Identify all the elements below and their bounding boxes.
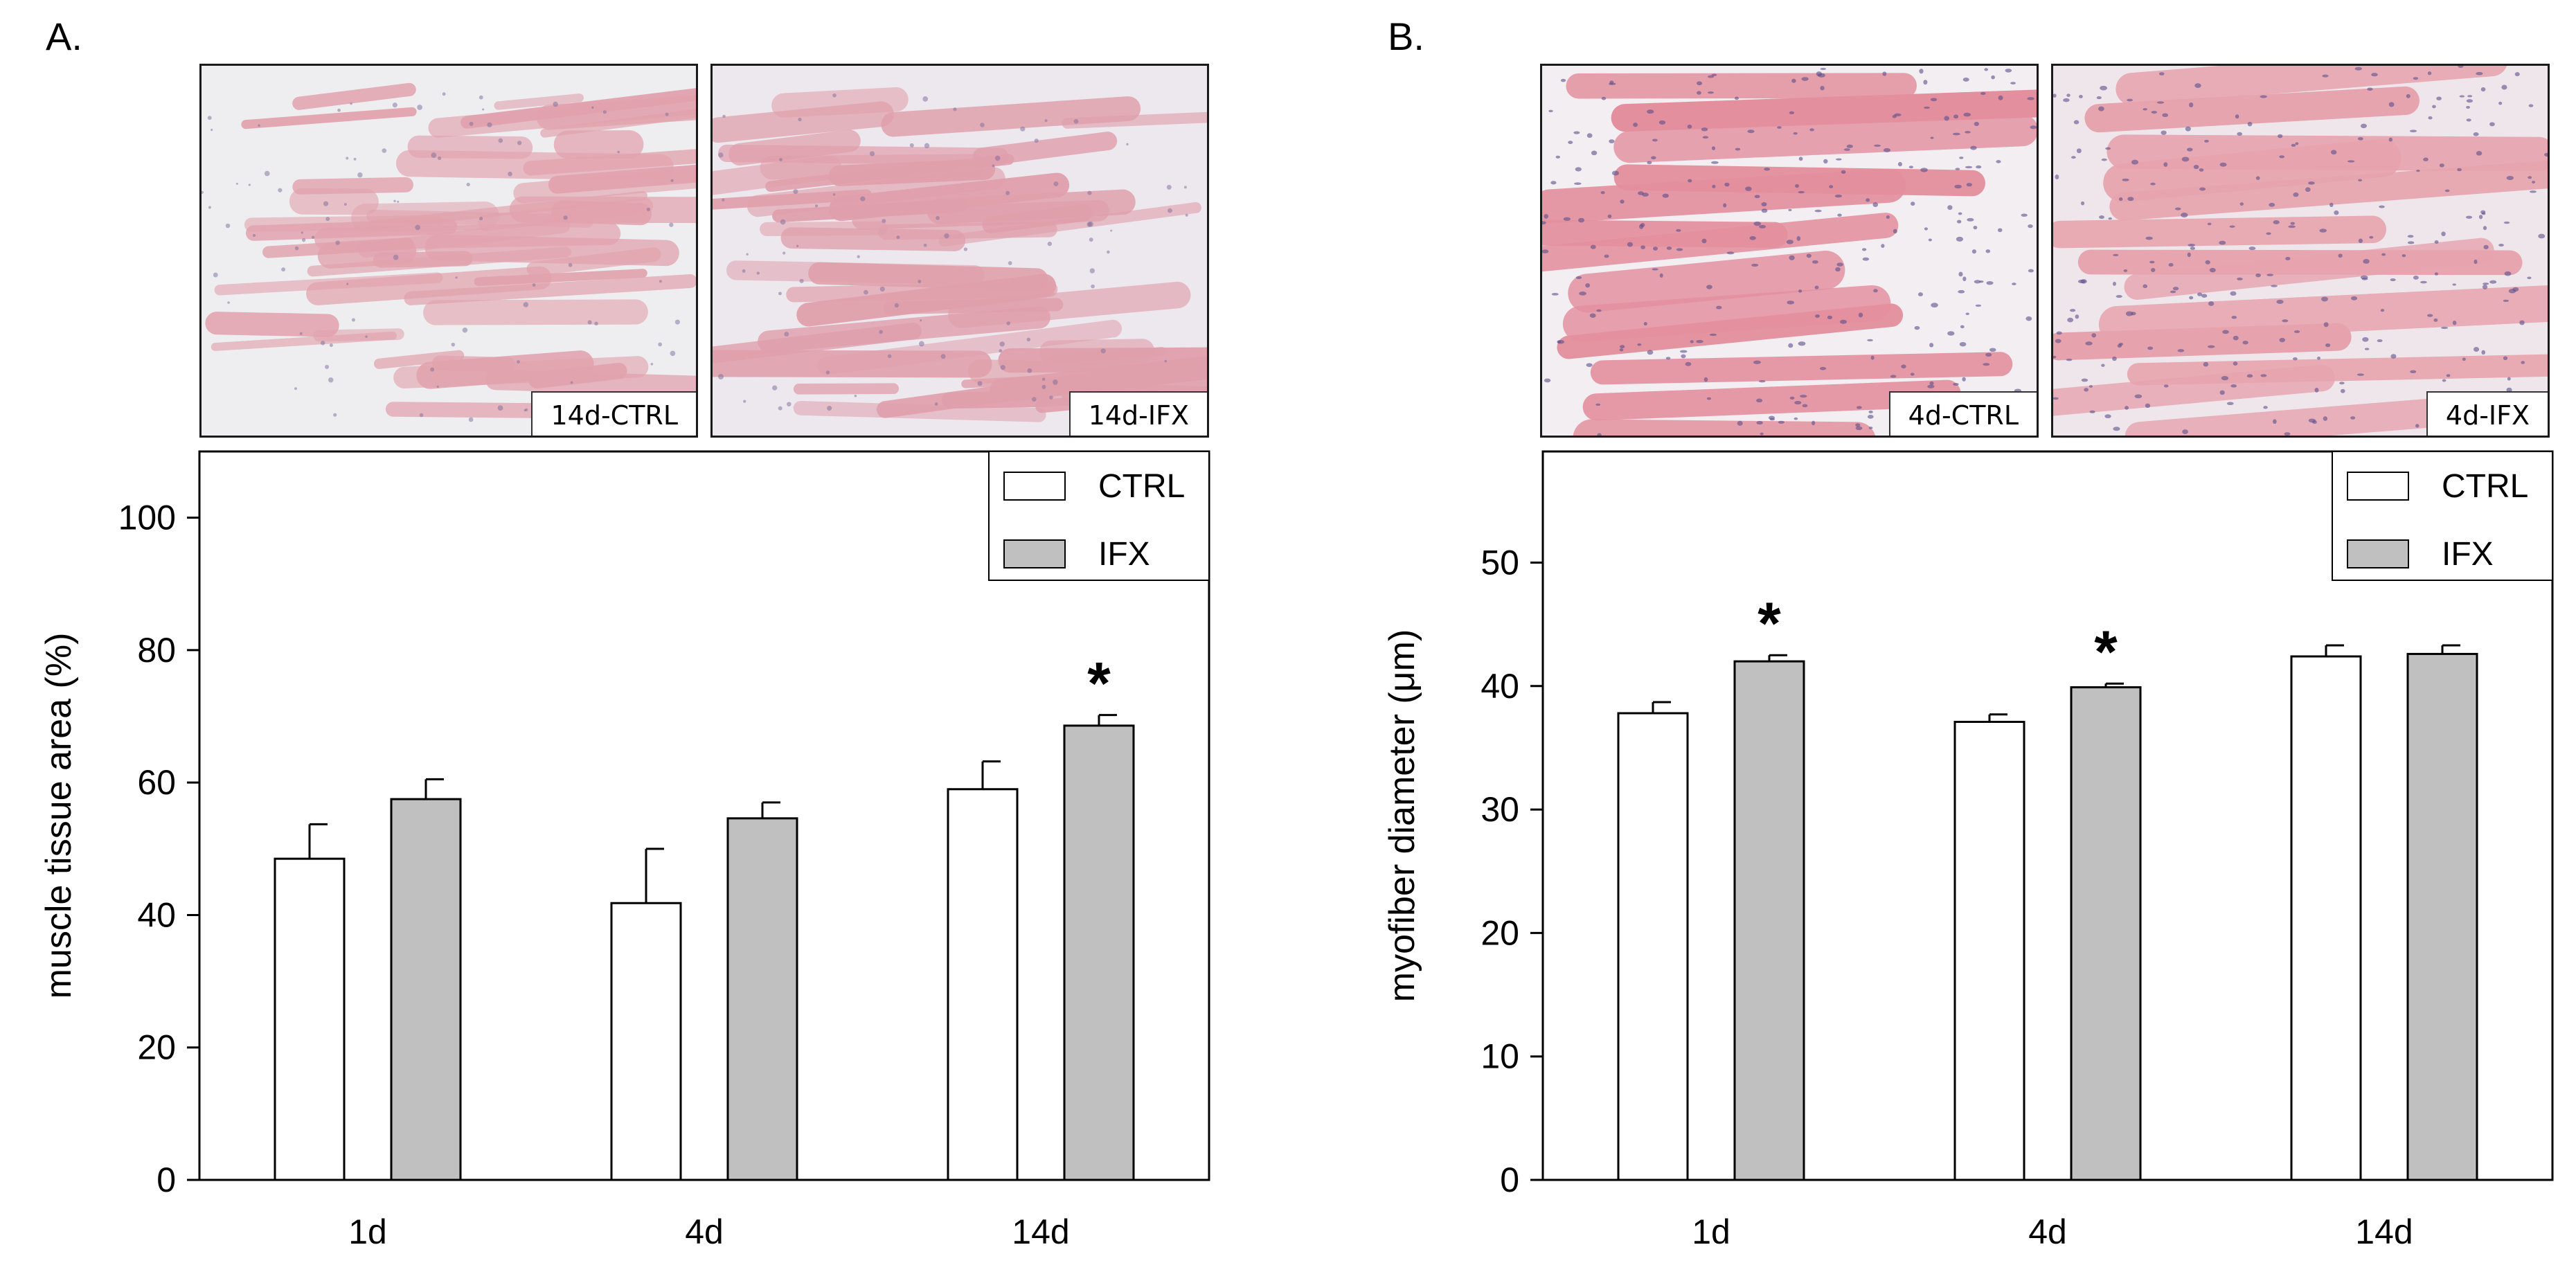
bar-ctrl-1d <box>1617 712 1689 1181</box>
plot-frame <box>1541 450 2554 1181</box>
plot-frame <box>198 450 1210 1181</box>
bar-ifx-1d <box>390 798 462 1181</box>
bar-ctrl-1d <box>274 857 346 1181</box>
bar-ifx-4d <box>726 817 798 1181</box>
bar-ctrl-14d <box>947 788 1019 1181</box>
significance-marker: * <box>1087 651 1111 717</box>
panel-b-letter: B. <box>1388 15 1424 58</box>
bar-ctrl-4d <box>1953 720 2025 1181</box>
micrograph-b-4d-ifx: 4d-IFX <box>2051 64 2550 438</box>
bar-ifx-14d <box>1063 724 1135 1181</box>
bar-ifx-14d <box>2406 652 2478 1181</box>
x-tick-label: 14d <box>1012 1212 1069 1251</box>
legend-swatch-ctrl <box>1003 472 1066 501</box>
legend-label-ctrl: CTRL <box>2442 468 2528 505</box>
x-tick-label: 14d <box>2355 1212 2413 1251</box>
micrograph-label: 14d-IFX <box>1068 391 1207 436</box>
chart-muscle-tissue-area: 0 20 40 60 80 100 muscle tissue area (%) 1d 4d * 1… <box>39 450 1210 1251</box>
y-tick-label: 10 <box>1481 1037 1519 1076</box>
histology-image <box>1542 66 2037 436</box>
y-tick-label: 0 <box>156 1161 176 1199</box>
y-tick-label: 30 <box>1481 790 1519 829</box>
y-tick-label: 0 <box>1500 1161 1519 1199</box>
bar-ctrl-4d <box>610 902 682 1181</box>
micrograph-a-14d-ifx: 14d-IFX <box>710 64 1209 438</box>
x-tick-label: 1d <box>348 1212 387 1251</box>
micrograph-label: 14d-CTRL <box>531 391 696 436</box>
legend-swatch-ctrl <box>2347 472 2409 501</box>
histology-image <box>713 66 1207 436</box>
y-tick-label: 60 <box>137 763 176 802</box>
y-tick-label: 20 <box>137 1028 176 1067</box>
chart-myofiber-diameter: 0 10 20 30 40 50 myofiber diameter (μm) * 1d * 4d 1… <box>1382 450 2554 1251</box>
y-axis-label: muscle tissue area (%) <box>39 633 79 999</box>
panel-a-letter: A. <box>46 15 82 58</box>
bar-ctrl-14d <box>2290 655 2362 1181</box>
bar-ifx-4d <box>2070 686 2142 1181</box>
histology-image <box>2053 66 2548 436</box>
micrograph-label: 4d-IFX <box>2426 391 2548 436</box>
legend-label-ifx: IFX <box>1098 536 1150 573</box>
legend-label-ctrl: CTRL <box>1098 468 1185 505</box>
x-tick-label: 4d <box>685 1212 724 1251</box>
y-tick-label: 100 <box>118 499 176 537</box>
y-tick-label: 80 <box>137 631 176 670</box>
micrograph-b-4d-ctrl: 4d-CTRL <box>1540 64 2039 438</box>
significance-marker: * <box>2094 619 2118 686</box>
legend-swatch-ifx <box>1003 539 1066 568</box>
legend-swatch-ifx <box>2347 539 2409 568</box>
micrograph-a-14d-ctrl: 14d-CTRL <box>199 64 698 438</box>
x-tick-label: 1d <box>1692 1212 1730 1251</box>
y-axis-label: myofiber diameter (μm) <box>1382 629 1422 1003</box>
histology-image <box>202 66 696 436</box>
y-tick-label: 40 <box>137 895 176 934</box>
x-tick-label: 4d <box>2028 1212 2067 1251</box>
y-tick-label: 40 <box>1481 667 1519 706</box>
y-tick-label: 50 <box>1481 543 1519 582</box>
micrograph-label: 4d-CTRL <box>1888 391 2037 436</box>
legend-label-ifx: IFX <box>2442 536 2494 573</box>
bar-ifx-1d <box>1733 660 1805 1181</box>
significance-marker: * <box>1757 591 1781 657</box>
y-tick-label: 20 <box>1481 913 1519 952</box>
